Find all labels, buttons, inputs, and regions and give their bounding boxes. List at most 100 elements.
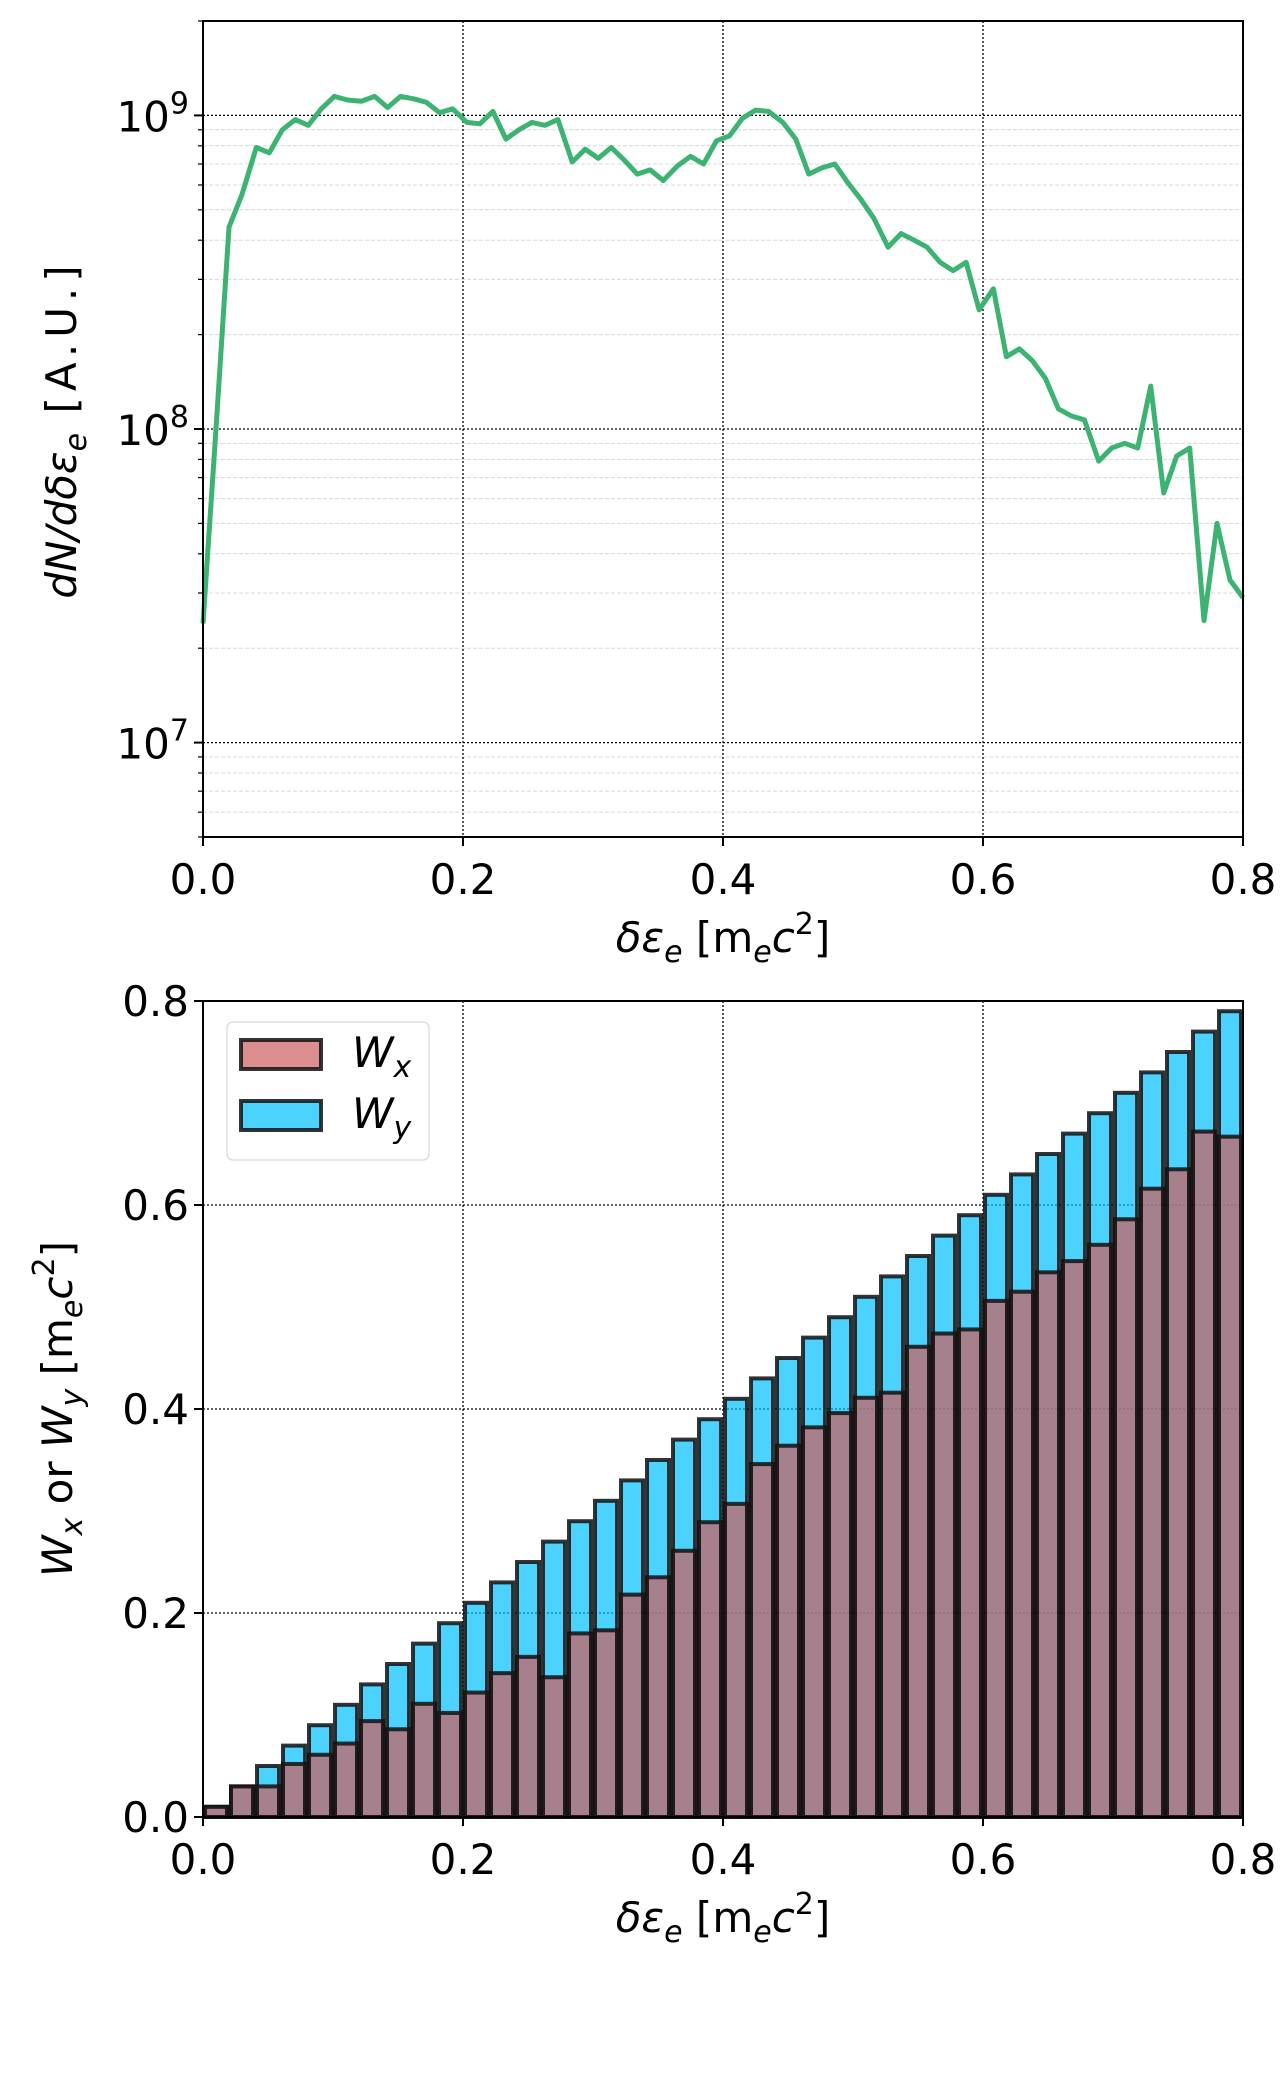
x-axis-label: δεe [mec2]	[616, 1887, 831, 1950]
bar-wx	[855, 1398, 877, 1817]
y-tick-label: 0.4	[122, 1385, 189, 1434]
y-tick-label: 0.6	[122, 1181, 189, 1230]
label-part: [m	[683, 1893, 754, 1942]
bar-wx	[751, 1464, 773, 1817]
bar-wx	[205, 1807, 227, 1817]
label-part: [m	[683, 913, 754, 962]
x-tick-label: 0.2	[430, 855, 497, 904]
bar-wx	[491, 1673, 513, 1817]
label-part: e	[753, 935, 771, 970]
legend-swatch	[241, 1101, 321, 1130]
label-part: [A.U.]	[37, 259, 86, 433]
y-axis-label: Wx or Wy [mec2]	[27, 1241, 90, 1577]
bar-wx	[985, 1301, 1007, 1817]
x-tick-label: 0.0	[170, 855, 237, 904]
spectrum-line	[203, 96, 1243, 623]
x-tick-label: 0.2	[430, 1835, 497, 1884]
bar-wx	[439, 1713, 461, 1817]
x-tick-label: 0.4	[690, 1835, 757, 1884]
label-part: x	[55, 1517, 90, 1536]
bar-wx	[465, 1693, 487, 1817]
label-part: or	[33, 1448, 82, 1518]
bar-wx	[1167, 1169, 1189, 1817]
label-part: c	[772, 1893, 795, 1942]
bar-wx	[257, 1786, 279, 1817]
bar-wx	[1063, 1261, 1085, 1817]
bar-wx	[283, 1764, 305, 1817]
bar-wx	[569, 1633, 591, 1817]
label-part: x	[393, 1050, 412, 1085]
bar-wx	[959, 1329, 981, 1817]
label-part: ]	[33, 1241, 82, 1257]
label-part: 10	[116, 92, 169, 141]
bar-wx	[1011, 1292, 1033, 1817]
bar-wx	[881, 1393, 903, 1817]
label-part: W	[352, 1028, 395, 1077]
bar-wx	[725, 1504, 747, 1817]
bar-wx	[387, 1729, 409, 1817]
label-part: ]	[814, 913, 830, 962]
y-tick-label: 0.2	[122, 1589, 189, 1638]
label-part: 9	[170, 86, 189, 121]
bar-wx	[1219, 1137, 1241, 1817]
bar-wx	[907, 1347, 929, 1817]
label-part: 10	[116, 406, 169, 455]
label-part: c	[33, 1277, 82, 1300]
y-tick-label: 0.8	[122, 977, 189, 1026]
y-tick-label: 108	[116, 400, 189, 455]
label-part: 8	[170, 400, 189, 435]
x-tick-label: 0.0	[170, 1835, 237, 1884]
label-part: δε	[616, 913, 664, 962]
label-part: c	[772, 913, 795, 962]
x-tick-label: 0.6	[950, 1835, 1017, 1884]
label-part: e	[59, 433, 94, 451]
label-part: 2	[795, 907, 814, 942]
bar-wx	[673, 1551, 695, 1817]
label-part: e	[55, 1300, 90, 1318]
bar-wx	[803, 1427, 825, 1817]
bar-wx	[829, 1413, 851, 1817]
bar-wx	[543, 1677, 565, 1817]
label-part: dN/dδε	[37, 451, 86, 598]
y-tick-label: 0.0	[122, 1793, 189, 1842]
bar-wx	[517, 1657, 539, 1817]
label-part: 2	[795, 1887, 814, 1922]
label-part: [m	[33, 1318, 82, 1389]
label-part: e	[664, 1915, 682, 1950]
y-tick-label: 109	[116, 86, 189, 141]
label-part: 10	[116, 720, 169, 769]
bar-wx	[699, 1522, 721, 1817]
label-part: δε	[616, 1893, 664, 1942]
bar-wx	[335, 1744, 357, 1817]
label-part: e	[753, 1915, 771, 1950]
label-part: e	[664, 935, 682, 970]
x-tick-label: 0.4	[690, 855, 757, 904]
bar-wx	[1141, 1189, 1163, 1817]
x-axis-label: δεe [mec2]	[616, 907, 831, 970]
bar-wx	[1193, 1132, 1215, 1817]
bar-wx	[231, 1786, 253, 1817]
y-tick-label: 107	[116, 714, 189, 769]
bar-wx	[621, 1595, 643, 1817]
bar-wx	[413, 1704, 435, 1817]
x-tick-label: 0.8	[1210, 1835, 1277, 1884]
legend-swatch	[241, 1040, 321, 1069]
bar-wx	[361, 1721, 383, 1817]
bar-wx	[647, 1577, 669, 1817]
label-part: W	[33, 1405, 82, 1448]
bar-wx	[1115, 1219, 1137, 1817]
x-tick-label: 0.6	[950, 855, 1017, 904]
label-part: W	[33, 1534, 82, 1577]
label-part: W	[352, 1089, 395, 1138]
label-part: y	[55, 1387, 90, 1407]
bar-wx	[777, 1446, 799, 1817]
label-part: ]	[814, 1893, 830, 1942]
label-part: 7	[170, 714, 189, 749]
bar-wx	[933, 1334, 955, 1817]
x-tick-label: 0.8	[1210, 855, 1277, 904]
